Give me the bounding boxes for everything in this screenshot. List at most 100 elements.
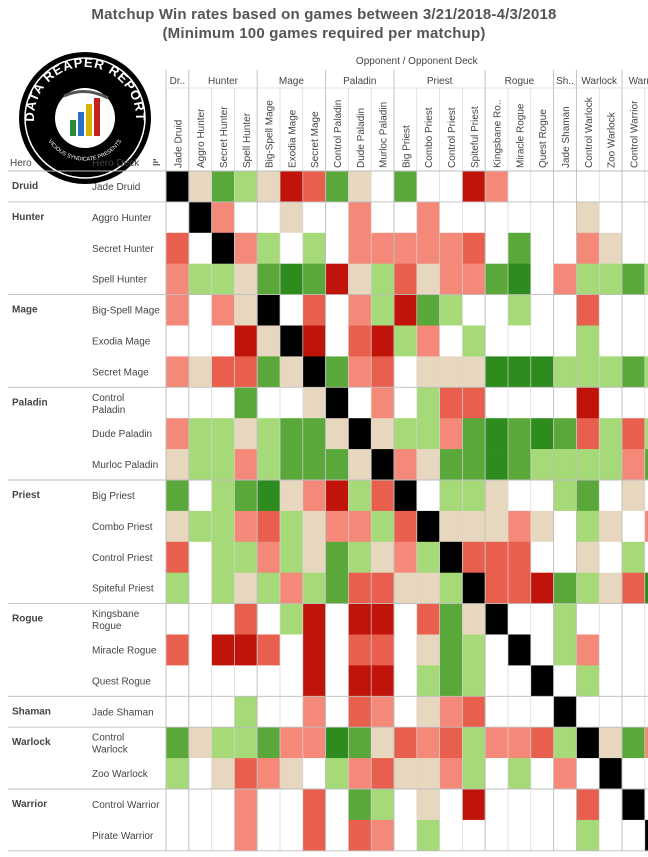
matchup-cell (530, 201, 554, 234)
matchup-cell (371, 325, 395, 357)
matchup-cell (553, 232, 577, 264)
matchup-cell (211, 819, 235, 852)
matchup-cell (394, 449, 418, 481)
matchup-cell (416, 789, 440, 821)
matchup-cell (622, 665, 646, 697)
matchup-cell (302, 819, 326, 852)
matchup-cell (508, 263, 532, 295)
matchup-cell (416, 232, 440, 264)
matchup-cell (394, 634, 418, 666)
row-label: Jade Shaman (92, 707, 154, 718)
matchup-cell (257, 696, 281, 728)
matchup-cell (530, 541, 554, 573)
matchup-cell (302, 232, 326, 264)
matchup-cell (508, 232, 532, 264)
matchup-cell (257, 418, 281, 450)
matchup-cell (325, 449, 349, 481)
column-label: Quest Rogue (538, 109, 549, 168)
logo-bar-4 (94, 98, 100, 136)
matchup-cell (644, 294, 648, 326)
matchup-cell (644, 696, 648, 728)
matchup-cell (394, 727, 418, 759)
matchup-cell (394, 387, 418, 419)
column-label: Zoo Warlock (607, 111, 618, 168)
matchup-cell (257, 789, 281, 821)
matchup-cell (439, 232, 463, 264)
matchup-cell (644, 418, 648, 450)
column-group-label: Mage (279, 76, 304, 87)
matchup-cell (622, 201, 646, 234)
matchup-cell (485, 572, 509, 604)
matchup-cell (439, 263, 463, 295)
matchup-cell (622, 758, 646, 790)
logo-bar-1 (70, 120, 76, 136)
matchup-cell (280, 171, 304, 203)
matchup-cell (508, 510, 532, 543)
matchup-cell (188, 263, 212, 295)
row-label: Combo Priest (92, 522, 153, 533)
matchup-cell (644, 541, 648, 573)
matchup-cell (280, 325, 304, 357)
matchup-cell (234, 727, 258, 759)
matchup-cell (530, 819, 554, 852)
matchup-cell (348, 171, 372, 203)
matchup-cell (439, 325, 463, 357)
logo-bar-3 (86, 104, 92, 136)
matchup-cell (302, 541, 326, 573)
matchup-cell (348, 819, 372, 852)
matchup-cell (325, 325, 349, 357)
matchup-cell (302, 263, 326, 295)
matchup-cell (348, 387, 372, 419)
matchup-cell (166, 356, 190, 388)
matchup-cell (302, 387, 326, 419)
row-label: Paladin (92, 405, 125, 416)
matchup-cell (188, 480, 212, 512)
matchup-cell (530, 634, 554, 666)
matchup-cell (348, 418, 372, 450)
row-group-label: Rogue (12, 614, 44, 625)
matchup-cell (508, 634, 532, 666)
matchup-cell (530, 665, 554, 697)
matchup-cell (439, 758, 463, 790)
matchup-cell (211, 603, 235, 635)
column-label: Aggro Hunter (196, 108, 207, 168)
column-label: Kingsbane Ro.. (493, 100, 504, 168)
matchup-cell (508, 356, 532, 388)
matchup-cell (439, 819, 463, 852)
matchup-cell (325, 201, 349, 234)
matchup-cell (280, 789, 304, 821)
logo-inner-ring (24, 57, 146, 179)
matchup-cell (416, 758, 440, 790)
matchup-cell (462, 541, 486, 573)
column-label: Spiteful Priest (470, 106, 481, 168)
matchup-cell (530, 727, 554, 759)
matchup-cell (166, 325, 190, 357)
matchup-cell (553, 634, 577, 666)
matchup-cell (211, 263, 235, 295)
matchup-cell (485, 727, 509, 759)
matchup-cell (553, 541, 577, 573)
matchup-cell (188, 727, 212, 759)
matchup-cell (325, 727, 349, 759)
matchup-cell (416, 387, 440, 419)
matchup-cell (348, 480, 372, 512)
matchup-cell (188, 171, 212, 203)
matchup-cell (530, 232, 554, 264)
row-group-label: Warrior (12, 799, 47, 810)
matchup-cell (599, 480, 623, 512)
matchup-cell (622, 263, 646, 295)
matchup-cell (530, 356, 554, 388)
matchup-cell (257, 201, 281, 234)
matchup-cell (599, 356, 623, 388)
matchup-cell (280, 449, 304, 481)
column-label: Combo Priest (424, 107, 435, 168)
column-group-label: Sh.. (556, 76, 574, 87)
matchup-cell (644, 480, 648, 512)
matchup-cell (462, 232, 486, 264)
matchup-cell (530, 449, 554, 481)
matchup-cell (325, 634, 349, 666)
matchup-cell (394, 356, 418, 388)
matchup-cell (280, 232, 304, 264)
matchup-cell (348, 572, 372, 604)
row-label: Jade Druid (92, 182, 140, 193)
